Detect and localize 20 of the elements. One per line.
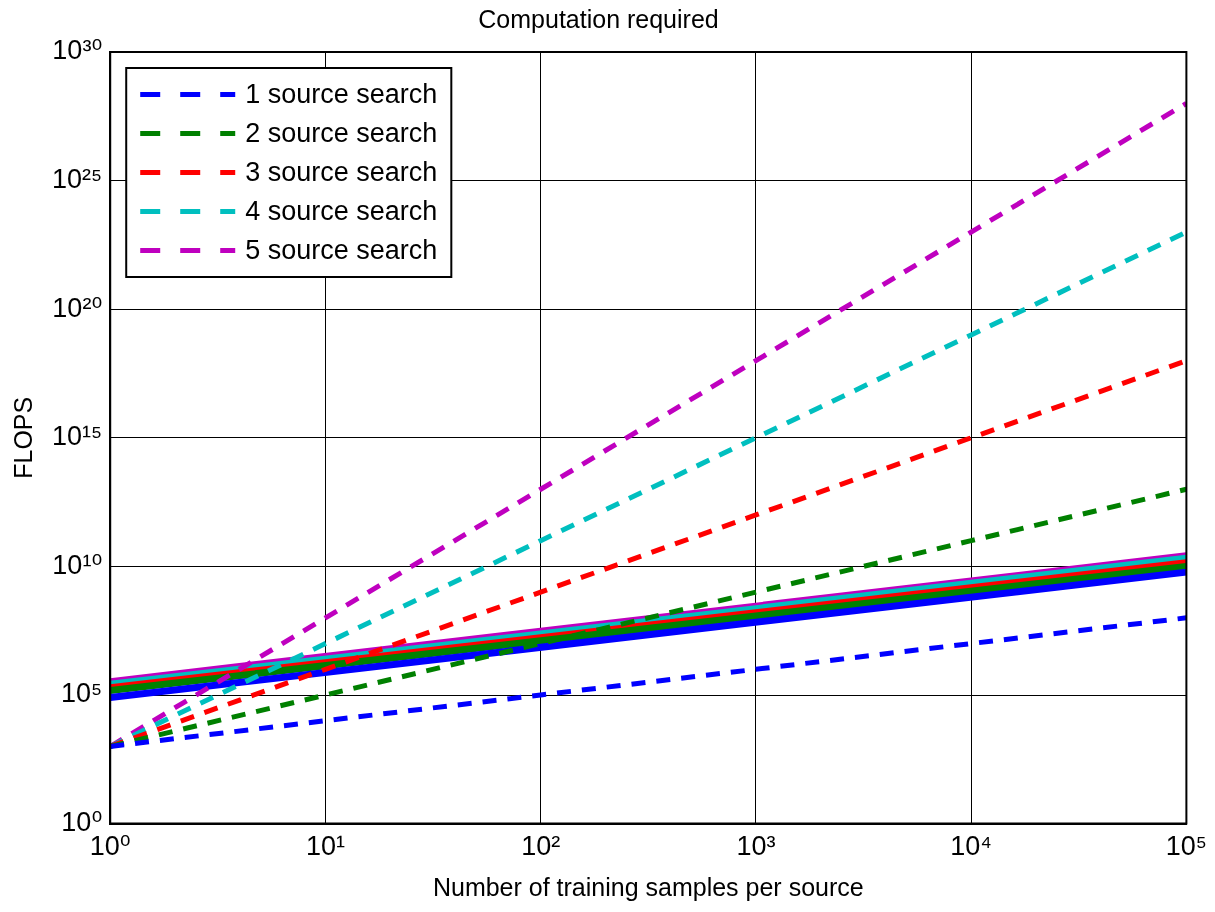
y-tick-label: 10²⁰ (52, 292, 103, 323)
y-tick-label: 10⁵ (60, 678, 103, 709)
x-tick-label: 10⁴ (950, 831, 992, 862)
y-tick-label: 10³⁰ (52, 35, 103, 66)
y-axis-title: FLOPS (8, 396, 37, 479)
legend-label: 2 source search (245, 117, 438, 148)
x-axis-title: Number of training samples per source (432, 872, 864, 901)
legend-label: 4 source search (245, 195, 438, 226)
x-tick-label: 10¹ (305, 831, 345, 862)
chart-title: Computation required (478, 4, 719, 33)
x-tick-label: 10⁰ (89, 831, 131, 862)
x-tick-label: 10³ (736, 831, 776, 862)
x-tick-label: 10⁵ (1165, 831, 1207, 862)
legend-label: 5 source search (245, 234, 438, 265)
x-tick-label: 10² (521, 831, 561, 862)
y-tick-label: 10¹⁵ (52, 421, 103, 452)
legend-label: 1 source search (245, 78, 438, 109)
y-tick-label: 10¹⁰ (52, 549, 103, 580)
y-tick-label: 10²⁵ (52, 164, 103, 195)
legend-label: 3 source search (245, 156, 438, 187)
